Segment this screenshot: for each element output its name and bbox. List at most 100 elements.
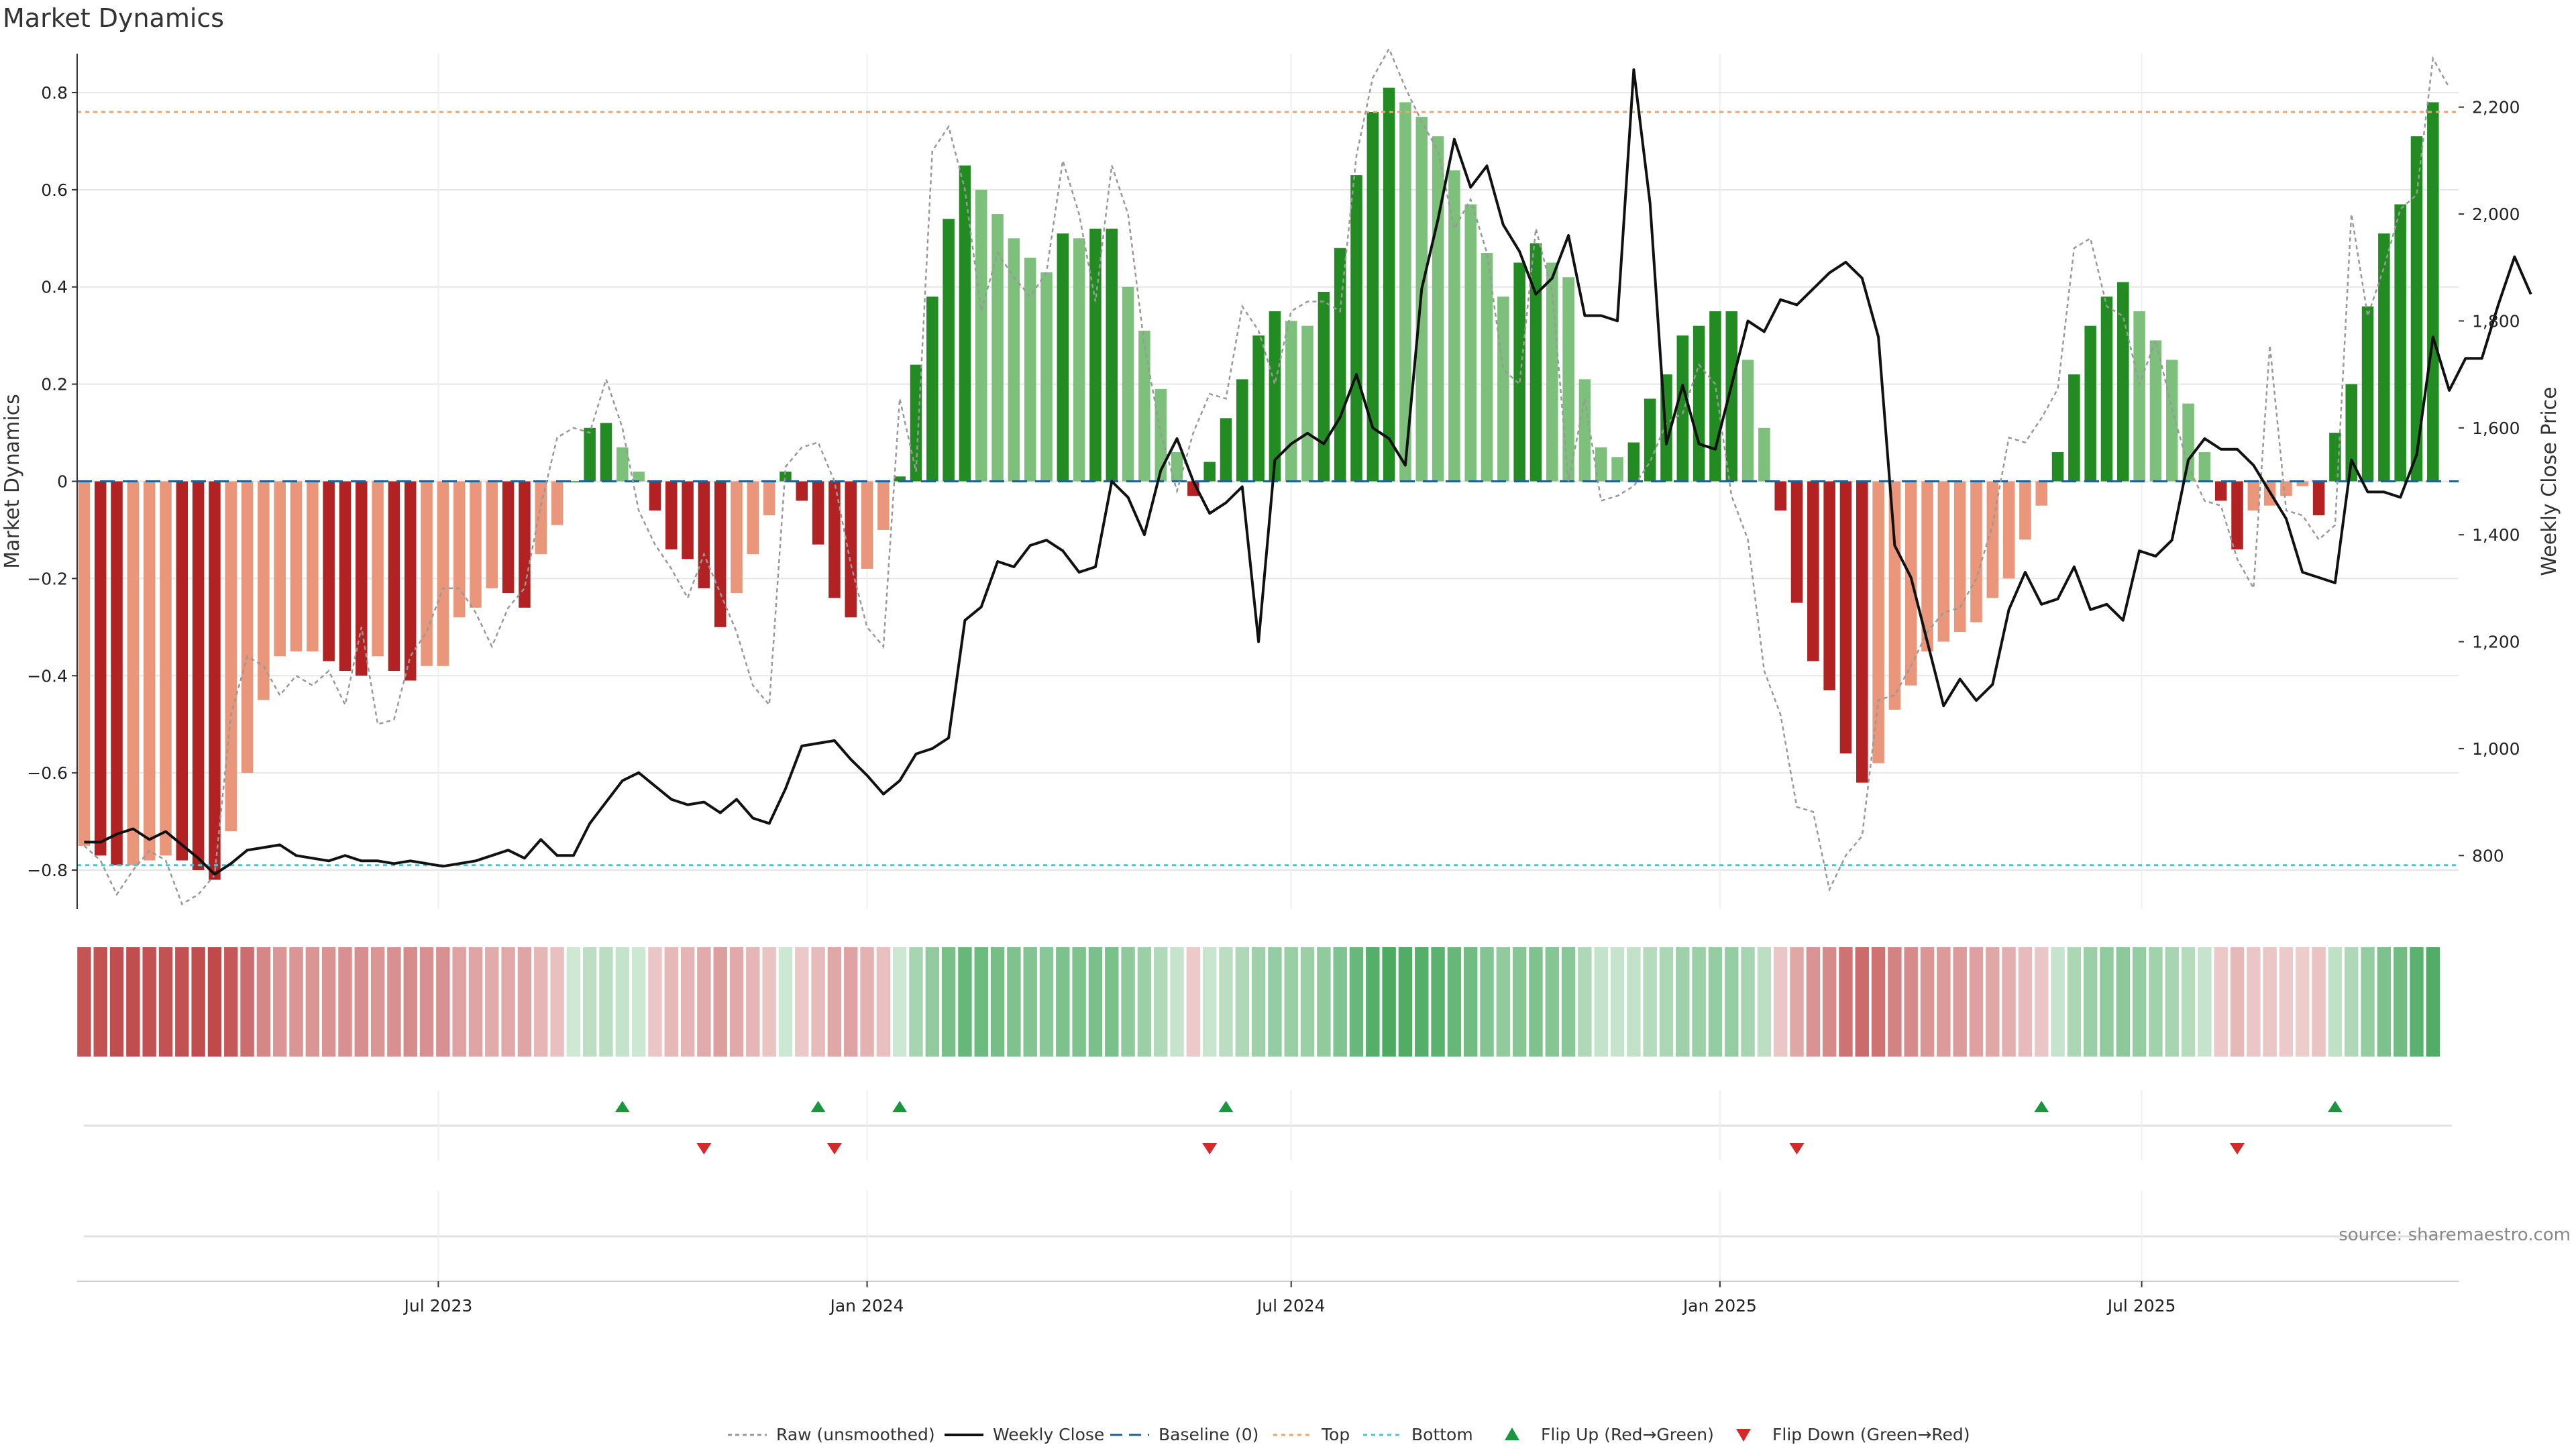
heat-cell — [1806, 947, 1821, 1057]
heat-cell — [550, 947, 564, 1057]
heat-cell — [1937, 947, 1951, 1057]
heat-cell — [1251, 947, 1266, 1057]
left-tick-label: 0.4 — [41, 278, 68, 297]
bar — [519, 481, 531, 608]
heat-cell — [1398, 947, 1413, 1057]
x-tick-label: Jul 2025 — [2106, 1296, 2176, 1316]
heat-cell — [2067, 947, 2082, 1057]
bar — [747, 481, 759, 555]
bar — [1057, 233, 1069, 482]
bar — [1236, 379, 1248, 482]
right-tick-label: 2,000 — [2472, 205, 2520, 224]
heat-cell — [1610, 947, 1625, 1057]
bar — [926, 297, 938, 482]
bar — [2182, 403, 2194, 482]
bar — [143, 481, 156, 861]
heat-cell — [1969, 947, 1984, 1057]
flip-down-marker — [2230, 1143, 2245, 1155]
heat-cell — [1871, 947, 1886, 1057]
heat-cell — [582, 947, 597, 1057]
legend-label: Bottom — [1411, 1425, 1473, 1444]
heat-cell — [207, 947, 222, 1057]
bar — [388, 481, 400, 672]
bar — [1285, 321, 1297, 482]
heat-cell — [1072, 947, 1086, 1057]
heat-cell — [2345, 947, 2359, 1057]
right-tick-label: 1,400 — [2472, 525, 2520, 545]
right-tick-label: 1,600 — [2472, 419, 2520, 438]
bar — [796, 481, 808, 501]
chart-title: Market Dynamics — [3, 3, 224, 33]
bar — [600, 423, 612, 482]
heat-cell — [1986, 947, 2000, 1057]
heat-cell — [1773, 947, 1788, 1057]
heat-cell — [452, 947, 466, 1057]
flip-markers — [614, 1101, 2343, 1155]
heat-cell — [1431, 947, 1445, 1057]
heat-cell — [1447, 947, 1462, 1057]
heat-cell — [1056, 947, 1070, 1057]
bar — [551, 481, 564, 525]
heat-cell — [795, 947, 809, 1057]
bar — [2149, 340, 2162, 482]
bar — [241, 481, 254, 773]
heat-cell — [2116, 947, 2131, 1057]
bar — [2019, 481, 2031, 540]
left-tick-label: 0.8 — [41, 83, 68, 103]
bar — [160, 481, 172, 856]
bar — [2068, 374, 2080, 482]
heat-cell — [974, 947, 988, 1057]
heat-cell — [485, 947, 499, 1057]
heat-cell — [1692, 947, 1706, 1057]
heat-cell — [1415, 947, 1429, 1057]
heat-cell — [1382, 947, 1396, 1057]
bar — [1106, 228, 1118, 482]
heat-cell — [876, 947, 891, 1057]
right-tick-label: 800 — [2472, 846, 2504, 865]
bar — [1366, 111, 1379, 482]
heat-cell — [1839, 947, 1853, 1057]
bar — [1269, 311, 1281, 482]
bar — [1513, 262, 1525, 482]
bar — [2410, 136, 2423, 482]
heat-cell — [566, 947, 581, 1057]
bars — [78, 87, 2439, 880]
heat-cell — [158, 947, 173, 1057]
heat-cell — [93, 947, 107, 1057]
bar — [1807, 481, 1819, 661]
bar — [780, 472, 792, 482]
heat-cell — [1594, 947, 1608, 1057]
heat-cell — [2361, 947, 2375, 1057]
heat-cell — [1855, 947, 1869, 1057]
bar — [2051, 452, 2064, 482]
heat-cell — [1366, 947, 1380, 1057]
x-tick-label: Jan 2024 — [828, 1296, 904, 1316]
heat-cell — [2377, 947, 2392, 1057]
flip-up-marker — [614, 1101, 630, 1112]
heat-cell — [419, 947, 434, 1057]
heat-cell — [1496, 947, 1511, 1057]
bar — [470, 481, 482, 608]
heat-cell — [534, 947, 548, 1057]
heat-strip — [77, 947, 2440, 1057]
flip-up-marker — [810, 1101, 826, 1112]
heat-cell — [2035, 947, 2049, 1057]
heat-cell — [272, 947, 287, 1057]
flip-down-marker — [1789, 1143, 1805, 1155]
heat-cell — [1953, 947, 1967, 1057]
bar — [453, 481, 466, 618]
bar — [1040, 272, 1053, 482]
heat-cell — [403, 947, 417, 1057]
bar — [959, 165, 971, 482]
bar — [943, 219, 955, 482]
heat-cell — [1627, 947, 1641, 1057]
right-tick-label: 1,000 — [2472, 739, 2520, 759]
heat-cell — [664, 947, 678, 1057]
heat-cell — [925, 947, 940, 1057]
heat-cell — [1659, 947, 1674, 1057]
heat-cell — [2181, 947, 2196, 1057]
bar — [535, 481, 547, 555]
bar — [1790, 481, 1803, 603]
heat-cell — [1039, 947, 1054, 1057]
